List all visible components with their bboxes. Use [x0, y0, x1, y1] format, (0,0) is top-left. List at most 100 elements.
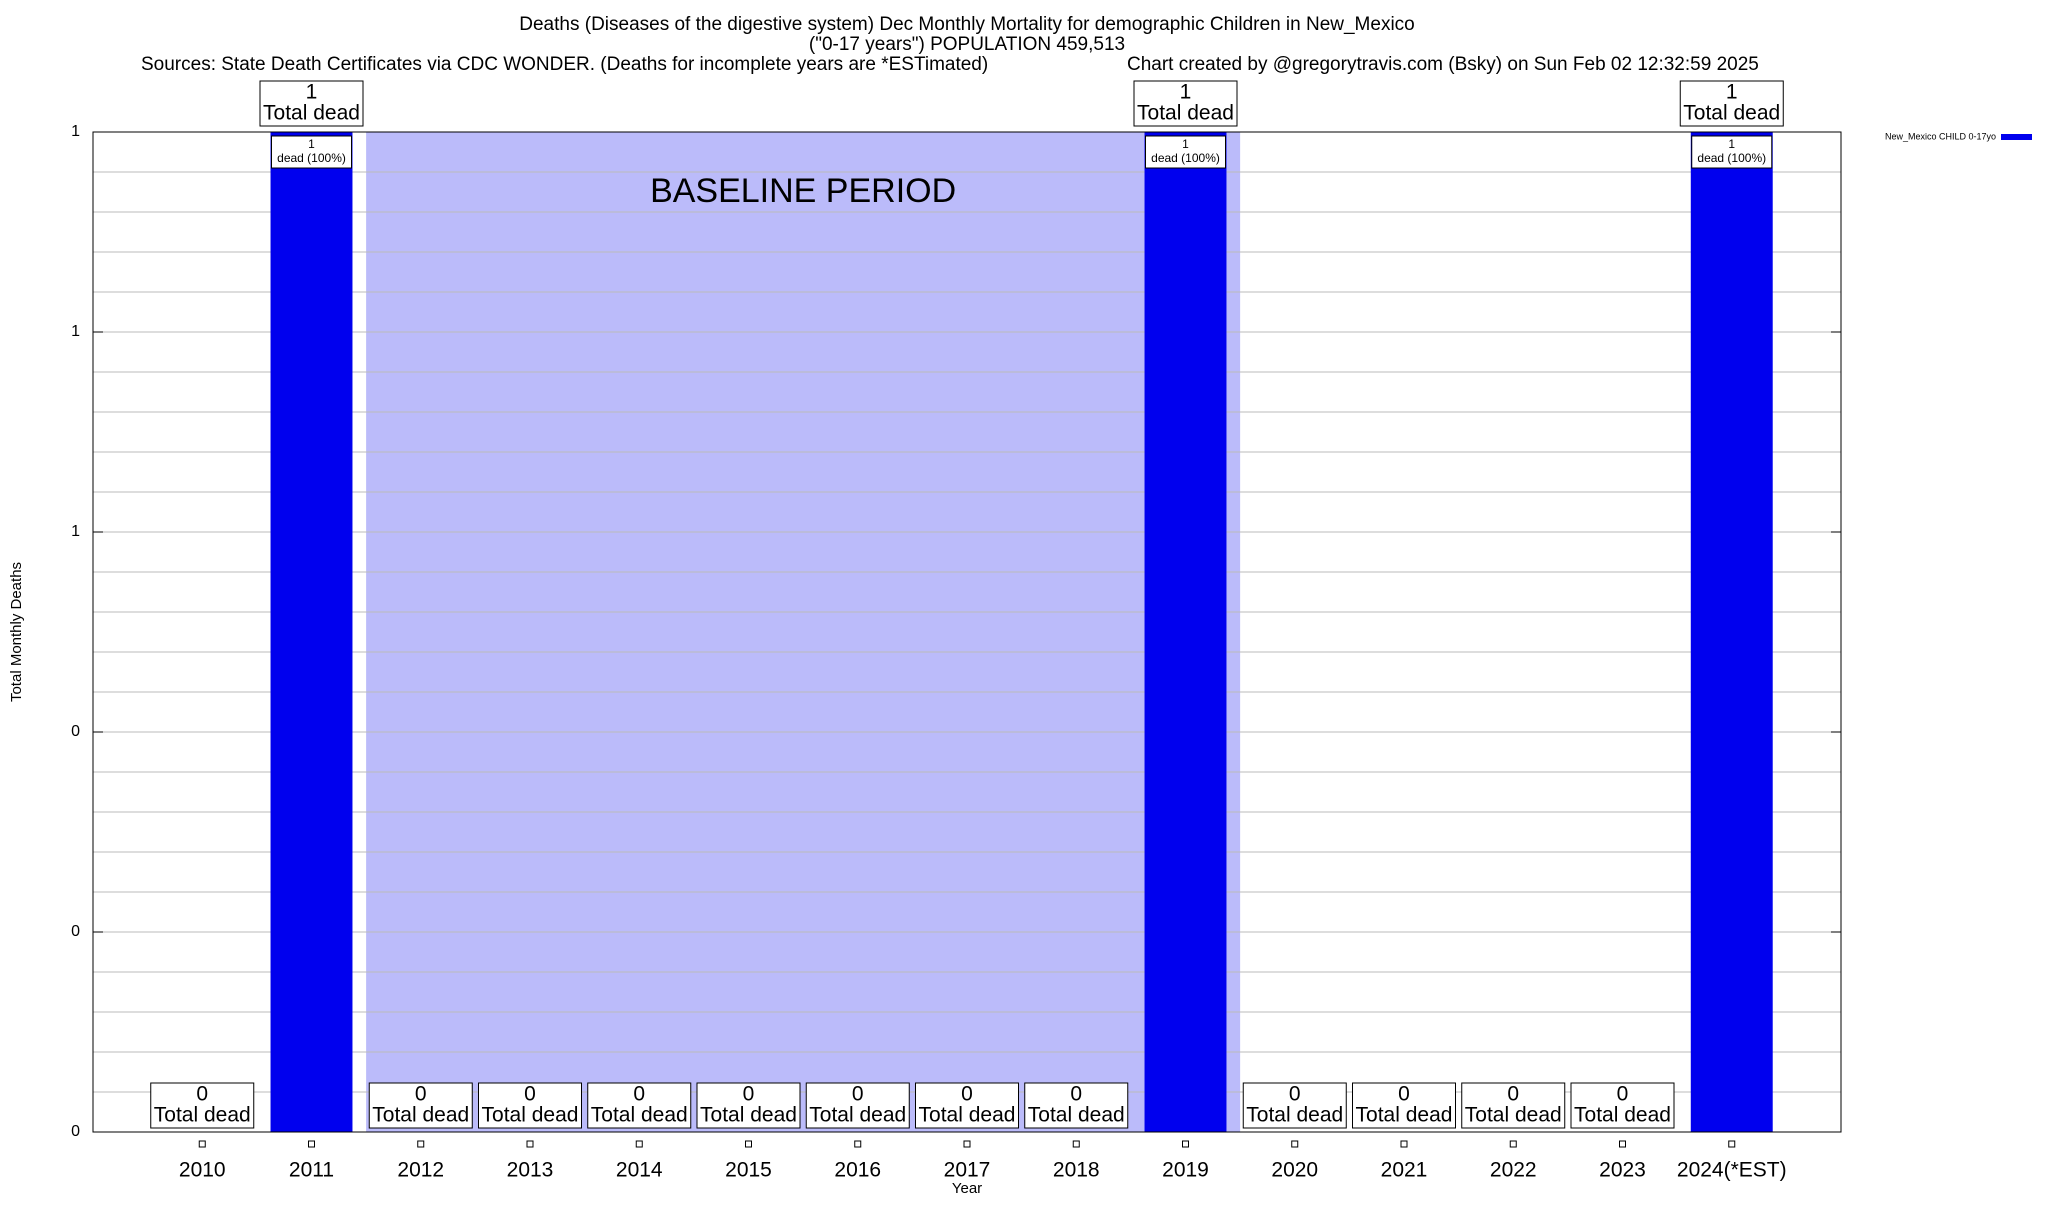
total-label: Total dead	[1465, 1104, 1562, 1127]
x-tick-label: 2024(*EST)	[1677, 1159, 1787, 1182]
inner-label-box	[1691, 135, 1773, 169]
x-tick-label: 2011	[289, 1159, 334, 1182]
x-tick-label: 2016	[834, 1159, 881, 1182]
x-tick-mark	[1072, 1140, 1080, 1148]
value-label-box	[1679, 80, 1784, 127]
value-label: 1	[1726, 81, 1738, 104]
y-tick-label: 0	[71, 1123, 80, 1140]
value-label: 1	[1180, 81, 1192, 104]
value-label: 0	[524, 1083, 536, 1106]
total-label: Total dead	[1137, 102, 1234, 125]
inner-value-label: 1	[308, 137, 315, 151]
x-tick-mark	[854, 1140, 862, 1148]
x-tick-label: 2021	[1381, 1159, 1428, 1182]
total-label: Total dead	[809, 1104, 906, 1127]
inner-label: dead (100%)	[1151, 151, 1220, 165]
value-label: 0	[1070, 1083, 1082, 1106]
value-label: 0	[633, 1083, 645, 1106]
plot-border	[92, 131, 1842, 1133]
value-label-box	[805, 1082, 910, 1129]
total-label: Total dead	[1574, 1104, 1671, 1127]
inner-label-box	[271, 135, 352, 169]
value-label-box	[915, 1082, 1019, 1129]
value-label-box	[150, 1082, 255, 1129]
x-tick-label: 2017	[944, 1159, 991, 1182]
total-label: Total dead	[263, 102, 360, 125]
value-label-box	[1133, 80, 1238, 127]
bar	[270, 132, 353, 1132]
baseline-region	[366, 132, 1241, 1132]
value-label: 1	[306, 81, 318, 104]
total-label: Total dead	[1683, 102, 1780, 125]
total-label: Total dead	[1246, 1104, 1343, 1127]
y-tick-label: 0	[71, 923, 80, 940]
legend-swatch	[2001, 134, 2032, 140]
x-tick-label: 2023	[1599, 1159, 1646, 1182]
chart-credit: Chart created by @gregorytravis.com (Bsk…	[1127, 54, 1759, 75]
x-tick-mark	[308, 1140, 315, 1148]
value-label: 0	[1398, 1083, 1410, 1106]
x-tick-mark	[1400, 1140, 1408, 1148]
value-label-box	[1024, 1082, 1129, 1129]
inner-value-label: 1	[1182, 137, 1189, 151]
x-tick-mark	[635, 1140, 643, 1148]
total-label: Total dead	[1356, 1104, 1453, 1127]
x-tick-label: 2022	[1490, 1159, 1537, 1182]
y-axis-label: Total Monthly Deaths	[8, 562, 25, 702]
y-tick-label: 0	[71, 723, 80, 740]
x-tick-label: 2012	[397, 1159, 444, 1182]
value-label: 0	[1617, 1083, 1629, 1106]
value-label-box	[478, 1082, 582, 1129]
value-label-box	[1242, 1082, 1347, 1129]
legend-label: New_Mexico CHILD 0-17yo	[1885, 131, 1996, 141]
x-axis-label: Year	[952, 1180, 982, 1197]
y-tick-label: 1	[71, 123, 80, 140]
value-label: 0	[1289, 1083, 1301, 1106]
x-tick-label: 2015	[725, 1159, 772, 1182]
total-label: Total dead	[919, 1104, 1016, 1127]
inner-value-label: 1	[1728, 137, 1735, 151]
value-label: 0	[196, 1083, 208, 1106]
value-label-box	[1461, 1082, 1566, 1129]
value-label-box	[696, 1082, 801, 1129]
y-tick-label: 1	[71, 323, 80, 340]
value-label: 0	[415, 1083, 427, 1106]
bar	[1690, 132, 1773, 1132]
x-tick-label: 2013	[507, 1159, 554, 1182]
x-tick-mark	[1509, 1140, 1517, 1148]
value-label: 0	[852, 1083, 864, 1106]
value-label-box	[587, 1082, 692, 1129]
x-tick-mark	[198, 1140, 206, 1148]
x-tick-label: 2018	[1053, 1159, 1100, 1182]
x-tick-mark	[1291, 1140, 1299, 1148]
x-tick-mark	[526, 1140, 534, 1148]
x-tick-mark	[1728, 1140, 1736, 1148]
inner-label: dead (100%)	[277, 151, 346, 165]
value-label: 0	[743, 1083, 755, 1106]
value-label: 0	[1507, 1083, 1519, 1106]
x-tick-mark	[417, 1140, 425, 1148]
x-tick-label: 2014	[616, 1159, 663, 1182]
total-label: Total dead	[372, 1104, 469, 1127]
inner-label-box	[1145, 135, 1226, 169]
value-label-box	[1352, 1082, 1456, 1129]
total-label: Total dead	[154, 1104, 251, 1127]
inner-label: dead (100%)	[1697, 151, 1766, 165]
x-tick-label: 2010	[179, 1159, 226, 1182]
total-label: Total dead	[700, 1104, 797, 1127]
total-label: Total dead	[591, 1104, 688, 1127]
chart-subtitle: ("0-17 years") POPULATION 459,513	[809, 34, 1125, 55]
baseline-label: BASELINE PERIOD	[650, 172, 956, 210]
bar	[1144, 132, 1227, 1132]
x-tick-mark	[963, 1140, 971, 1148]
value-label-box	[259, 80, 364, 127]
x-tick-mark	[1182, 1140, 1189, 1148]
total-label: Total dead	[482, 1104, 579, 1127]
value-label: 0	[961, 1083, 973, 1106]
x-tick-label: 2020	[1271, 1159, 1318, 1182]
x-tick-label: 2019	[1162, 1159, 1209, 1182]
x-tick-mark	[745, 1140, 752, 1148]
value-label-box	[1570, 1082, 1675, 1129]
